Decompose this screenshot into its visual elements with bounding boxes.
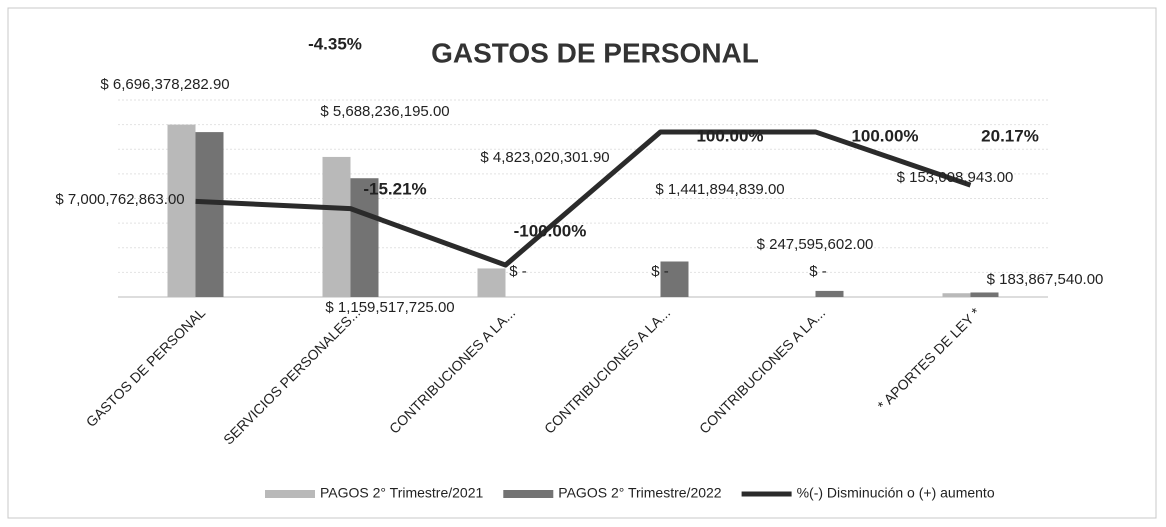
bar (815, 290, 844, 297)
value-label: $ - (509, 263, 527, 280)
percent-label: -15.21% (363, 179, 426, 198)
value-label: $ - (809, 263, 827, 280)
value-label: $ 183,867,540.00 (987, 271, 1104, 288)
percent-label: -100.00% (514, 221, 587, 240)
value-label: $ 5,688,236,195.00 (320, 103, 449, 120)
value-label: $ 247,595,602.00 (757, 236, 874, 253)
legend-swatch (503, 490, 554, 498)
value-label: $ 7,000,762,863.00 (55, 191, 184, 208)
percent-label: -4.35% (308, 34, 362, 53)
legend-swatch (265, 490, 315, 498)
value-label: $ 1,159,517,725.00 (325, 299, 454, 316)
bar (167, 124, 196, 297)
bar (322, 156, 351, 297)
bar (970, 292, 999, 297)
value-label: $ 153,008,943.00 (897, 169, 1014, 186)
value-label: $ 4,823,020,301.90 (480, 149, 609, 166)
bar (942, 293, 971, 297)
legend-label: PAGOS 2° Trimestre/2022 (558, 485, 722, 501)
value-label: $ - (651, 263, 669, 280)
line-series (195, 129, 972, 268)
bar (660, 261, 689, 297)
chart-title: GASTOS DE PERSONAL (431, 37, 759, 68)
percent-label: 20.17% (981, 126, 1039, 145)
bar (350, 178, 379, 297)
legend-label: %(-) Disminución o (+) aumento (797, 485, 995, 501)
bar (477, 268, 506, 297)
bar (195, 132, 224, 297)
value-label: $ 1,441,894,839.00 (655, 181, 784, 198)
legend-label: PAGOS 2° Trimestre/2021 (320, 485, 484, 501)
value-label: $ 6,696,378,282.90 (100, 76, 229, 93)
percent-label: 100.00% (696, 126, 763, 145)
percent-label: 100.00% (851, 126, 918, 145)
